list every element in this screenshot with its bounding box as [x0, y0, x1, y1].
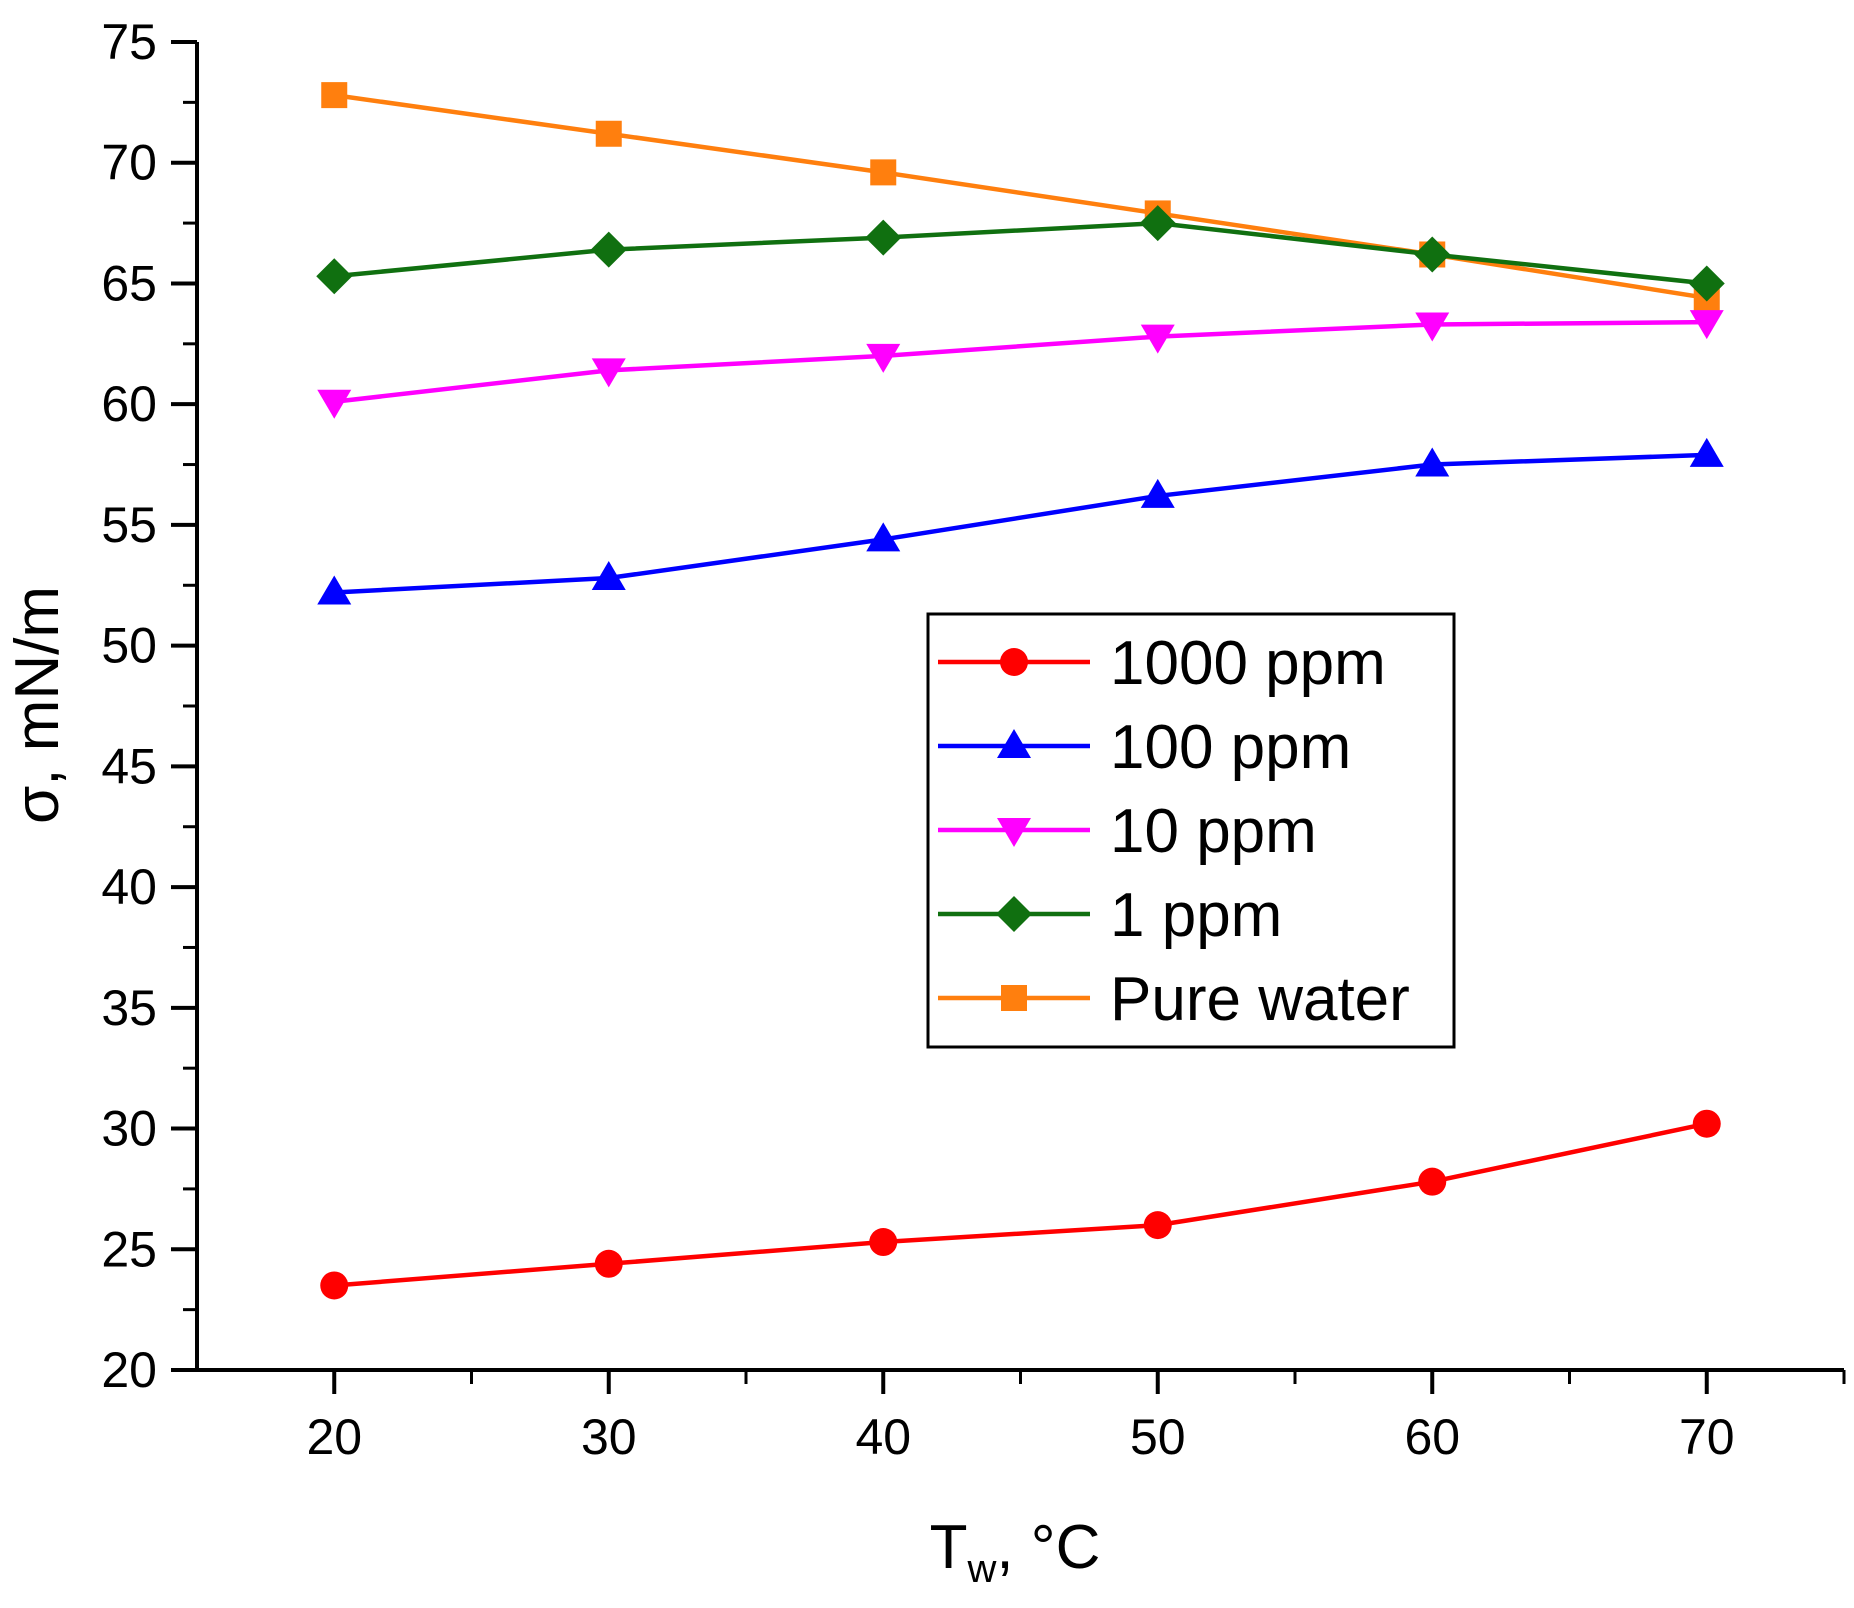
series-1000-ppm — [320, 1109, 1721, 1300]
x-axis-title-main: T — [930, 1513, 968, 1582]
data-point — [594, 1249, 623, 1278]
y-tick-label: 40 — [101, 859, 157, 915]
data-point — [1689, 437, 1724, 467]
series-line — [334, 452, 1707, 595]
x-tick-label: 40 — [855, 1409, 911, 1465]
series-10-ppm — [317, 310, 1724, 419]
legend-item-1-ppm: 1 ppm — [938, 881, 1282, 950]
data-point — [1415, 312, 1450, 342]
y-tick-label: 35 — [101, 980, 157, 1036]
legend-label: 1000 ppm — [1110, 629, 1386, 698]
data-point — [869, 1228, 898, 1257]
data-point — [866, 343, 901, 373]
legend-item-100-ppm: 100 ppm — [938, 713, 1351, 782]
data-point — [320, 1271, 349, 1300]
series-line — [333, 92, 1708, 301]
legend-item-1000-ppm: 1000 ppm — [938, 629, 1386, 698]
data-point — [1415, 447, 1450, 477]
data-point — [1139, 205, 1176, 242]
x-tick-label: 30 — [581, 1409, 637, 1465]
x-tick-label: 60 — [1404, 1409, 1460, 1465]
data-point — [317, 575, 352, 605]
series-100-ppm — [317, 437, 1724, 605]
axes: 20 25 30 35 40 45 50 55 60 65 70 75 20 30 40 50 60 70 — [101, 14, 1846, 1465]
series-line — [333, 319, 1707, 405]
legend-marker — [997, 729, 1031, 758]
y-tick-label: 55 — [101, 497, 157, 553]
data-point — [870, 159, 897, 186]
legend-label: 1 ppm — [1110, 881, 1282, 950]
x-axis-title-subscript: w — [966, 1547, 996, 1591]
legend-label: 100 ppm — [1110, 713, 1351, 782]
y-tick-label: 50 — [101, 618, 157, 674]
data-point — [316, 258, 353, 295]
x-tick-label: 50 — [1130, 1409, 1186, 1465]
legend: 1000 ppm 100 ppm 10 ppm 1 ppm Pure water — [926, 612, 1456, 1049]
x-tick-label: 70 — [1679, 1409, 1735, 1465]
y-tick-label: 30 — [101, 1101, 157, 1157]
data-point — [1414, 236, 1451, 273]
y-tick-label: 65 — [101, 255, 157, 311]
data-point — [1140, 324, 1175, 354]
data-point — [865, 219, 902, 256]
y-tick-label: 75 — [101, 14, 157, 70]
series-pure-water — [321, 82, 1720, 311]
data-point — [1689, 310, 1724, 340]
legend-marker — [996, 896, 1032, 932]
legend-marker — [997, 818, 1031, 847]
legend-marker — [1000, 648, 1028, 676]
data-point — [591, 561, 626, 591]
legend-label: Pure water — [1110, 965, 1410, 1034]
series-line — [334, 1121, 1708, 1288]
data-point — [1143, 1211, 1172, 1240]
x-axis-title: Tw, °C — [930, 1513, 1101, 1591]
data-point — [866, 522, 901, 552]
y-tick-label: 25 — [101, 1221, 157, 1277]
x-axis-title-unit: , °C — [996, 1513, 1100, 1582]
plot-area — [316, 82, 1725, 1300]
y-tick-label: 60 — [101, 376, 157, 432]
series-line — [334, 220, 1707, 286]
y-axis-title: σ, mN/m — [3, 586, 72, 824]
series-1-ppm — [316, 205, 1725, 302]
y-tick-label: 45 — [101, 738, 157, 794]
data-point — [1140, 478, 1175, 508]
y-tick-label: 20 — [101, 1342, 157, 1398]
legend-marker — [1001, 985, 1027, 1011]
data-point — [1418, 1167, 1447, 1196]
x-tick-label: 20 — [306, 1409, 362, 1465]
data-point — [1692, 1109, 1721, 1138]
data-point — [1688, 265, 1725, 302]
data-point — [595, 120, 622, 147]
data-point — [591, 358, 626, 388]
legend-item-10-ppm: 10 ppm — [938, 797, 1317, 866]
legend-item-pure-water: Pure water — [938, 965, 1410, 1034]
data-point — [590, 231, 627, 268]
legend-label: 10 ppm — [1110, 797, 1317, 866]
data-point — [317, 389, 352, 419]
y-tick-label: 70 — [101, 135, 157, 191]
data-point — [321, 82, 348, 109]
